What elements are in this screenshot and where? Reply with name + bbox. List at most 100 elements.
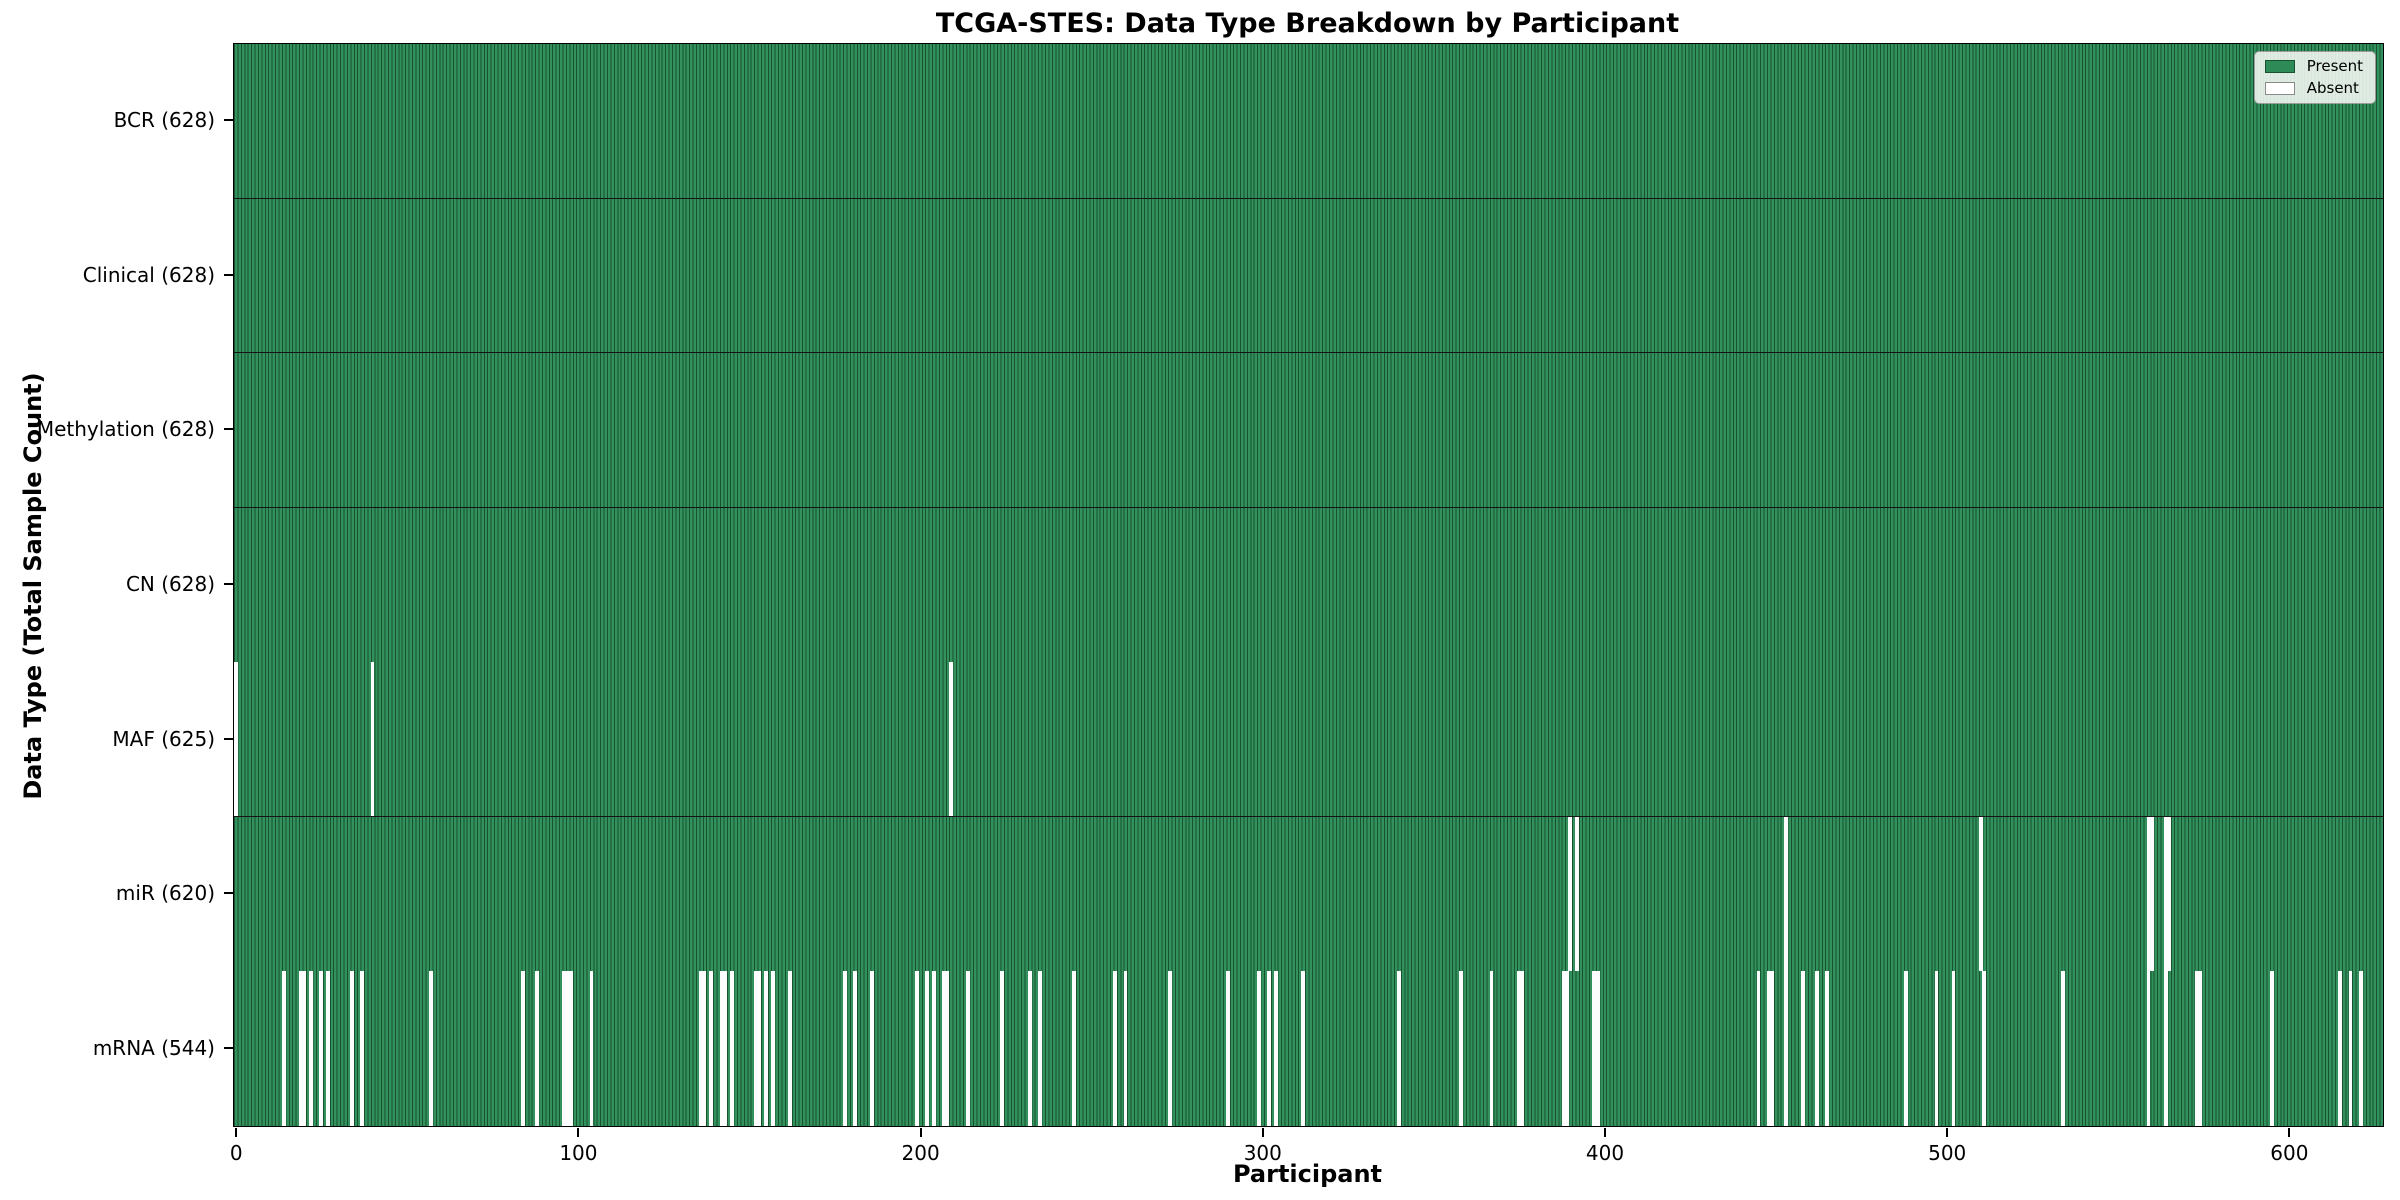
absent-stripe-mRNA-257 bbox=[1113, 971, 1118, 1126]
ytick-mark bbox=[224, 737, 233, 740]
absent-stripe-mRNA-157 bbox=[771, 971, 775, 1126]
absent-stripe-mRNA-137 bbox=[702, 971, 707, 1126]
absent-stripe-mRNA-312 bbox=[1301, 971, 1306, 1126]
absent-stripe-mRNA-34 bbox=[350, 971, 354, 1126]
absent-stripe-mRNA-273 bbox=[1167, 971, 1172, 1126]
absent-stripe-mRNA-224 bbox=[1000, 971, 1005, 1126]
absent-stripe-mRNA-618 bbox=[2348, 971, 2353, 1126]
absent-stripe-MAF-209 bbox=[948, 662, 953, 817]
xtick-label-500: 500 bbox=[1928, 1141, 1967, 1165]
absent-stripe-mRNA-202 bbox=[925, 971, 929, 1126]
row-MAF bbox=[234, 662, 2383, 817]
row-BCR bbox=[234, 44, 2383, 199]
absent-stripe-mRNA-153 bbox=[757, 971, 762, 1126]
absent-stripe-mRNA-245 bbox=[1072, 971, 1076, 1126]
x-axis-label: Participant bbox=[1232, 1160, 1383, 1188]
absent-stripe-mRNA-145 bbox=[729, 971, 734, 1126]
absent-stripe-mRNA-97 bbox=[565, 971, 570, 1126]
xtick-mark-400 bbox=[1604, 1128, 1606, 1137]
legend-item-present: Present bbox=[2264, 59, 2363, 74]
absent-stripe-mRNA-142 bbox=[719, 971, 724, 1126]
absent-stripe-mRNA-22 bbox=[309, 971, 313, 1126]
ytick-mark bbox=[224, 583, 233, 585]
xtick-mark-0 bbox=[235, 1128, 238, 1137]
absent-stripe-mRNA-502 bbox=[1951, 971, 1956, 1126]
xtick-mark-500 bbox=[1946, 1128, 1949, 1137]
absent-stripe-mRNA-20 bbox=[302, 971, 307, 1126]
absent-stripe-mRNA-340 bbox=[1397, 971, 1402, 1126]
plot-area: Present Absent bbox=[233, 43, 2384, 1127]
absent-stripe-mRNA-178 bbox=[842, 971, 847, 1126]
xtick-label-600: 600 bbox=[2270, 1141, 2309, 1165]
absent-stripe-mRNA-621 bbox=[2358, 971, 2363, 1126]
absent-stripe-mRNA-465 bbox=[1825, 971, 1829, 1126]
row-divider bbox=[234, 197, 2383, 200]
absent-stripe-mRNA-534 bbox=[2061, 971, 2065, 1126]
absent-stripe-mRNA-98 bbox=[569, 971, 573, 1126]
absent-swatch bbox=[2264, 82, 2295, 95]
absent-stripe-mRNA-389 bbox=[1564, 971, 1569, 1126]
absent-stripe-mRNA-445 bbox=[1756, 971, 1761, 1126]
absent-stripe-mRNA-615 bbox=[2338, 971, 2343, 1126]
absent-stripe-mRNA-488 bbox=[1903, 971, 1908, 1126]
absent-stripe-mRNA-37 bbox=[360, 971, 365, 1126]
absent-stripe-miR-392 bbox=[1575, 816, 1580, 972]
absent-stripe-mRNA-398 bbox=[1595, 971, 1600, 1126]
absent-stripe-mRNA-19 bbox=[298, 971, 303, 1126]
absent-stripe-mRNA-299 bbox=[1256, 971, 1261, 1126]
absent-stripe-mRNA-208 bbox=[945, 971, 950, 1126]
xtick-mark-100 bbox=[577, 1128, 580, 1137]
absent-stripe-mRNA-462 bbox=[1814, 971, 1819, 1126]
absent-stripe-mRNA-290 bbox=[1226, 971, 1230, 1126]
absent-stripe-mRNA-214 bbox=[966, 971, 970, 1126]
xtick-mark-600 bbox=[2288, 1128, 2291, 1137]
absent-stripe-mRNA-573 bbox=[2194, 971, 2199, 1126]
row-mRNA bbox=[234, 971, 2383, 1126]
row-divider bbox=[234, 352, 2383, 354]
absent-stripe-miR-390 bbox=[1568, 816, 1573, 972]
absent-stripe-mRNA-397 bbox=[1592, 971, 1597, 1126]
absent-stripe-mRNA-232 bbox=[1027, 971, 1032, 1126]
absent-stripe-mRNA-139 bbox=[709, 971, 714, 1126]
ytick-mark bbox=[224, 428, 233, 431]
absent-stripe-mRNA-88 bbox=[534, 971, 539, 1126]
ytick-label-Clinical: Clinical (628) bbox=[82, 262, 215, 287]
row-divider bbox=[234, 661, 2383, 663]
absent-stripe-miR-453 bbox=[1783, 816, 1788, 972]
ytick-label-BCR: BCR (628) bbox=[113, 108, 215, 133]
absent-stripe-mRNA-358 bbox=[1458, 971, 1463, 1126]
xtick-label-100: 100 bbox=[559, 1141, 598, 1165]
absent-stripe-mRNA-96 bbox=[562, 971, 567, 1126]
row-Methylation bbox=[234, 353, 2383, 508]
absent-stripe-mRNA-260 bbox=[1123, 971, 1128, 1126]
absent-stripe-miR-559 bbox=[2146, 816, 2151, 972]
absent-stripe-mRNA-453 bbox=[1783, 971, 1788, 1126]
present-swatch bbox=[2264, 60, 2295, 73]
legend: Present Absent bbox=[2253, 51, 2376, 104]
ytick-label-Methylation: Methylation (628) bbox=[36, 417, 215, 442]
ytick-mark bbox=[224, 892, 233, 895]
absent-stripe-mRNA-302 bbox=[1267, 971, 1272, 1126]
ytick-mark bbox=[224, 273, 233, 276]
absent-stripe-mRNA-388 bbox=[1561, 971, 1566, 1126]
absent-stripe-miR-560 bbox=[2150, 816, 2154, 972]
absent-stripe-mRNA-511 bbox=[1982, 971, 1987, 1126]
ytick-mark bbox=[224, 1046, 233, 1049]
ytick-label-mRNA: mRNA (544) bbox=[92, 1035, 215, 1060]
xtick-mark-300 bbox=[1261, 1128, 1264, 1137]
absent-stripe-mRNA-181 bbox=[853, 971, 857, 1126]
absent-stripe-miR-565 bbox=[2167, 816, 2172, 972]
ytick-mark bbox=[224, 119, 233, 122]
absent-stripe-mRNA-14 bbox=[281, 971, 286, 1126]
absent-stripe-mRNA-235 bbox=[1037, 971, 1042, 1126]
absent-stripe-miR-564 bbox=[2163, 816, 2168, 972]
xtick-mark-200 bbox=[919, 1128, 922, 1137]
absent-stripe-mRNA-204 bbox=[931, 971, 936, 1126]
xtick-label-200: 200 bbox=[901, 1141, 940, 1165]
absent-stripe-mRNA-559 bbox=[2146, 971, 2151, 1126]
legend-label-absent: Absent bbox=[2306, 79, 2359, 97]
chart-title: TCGA-STES: Data Type Breakdown by Partic… bbox=[935, 8, 1680, 39]
absent-stripe-miR-510 bbox=[1979, 816, 1983, 972]
xtick-label-300: 300 bbox=[1243, 1141, 1282, 1165]
absent-stripe-mRNA-155 bbox=[764, 971, 769, 1126]
